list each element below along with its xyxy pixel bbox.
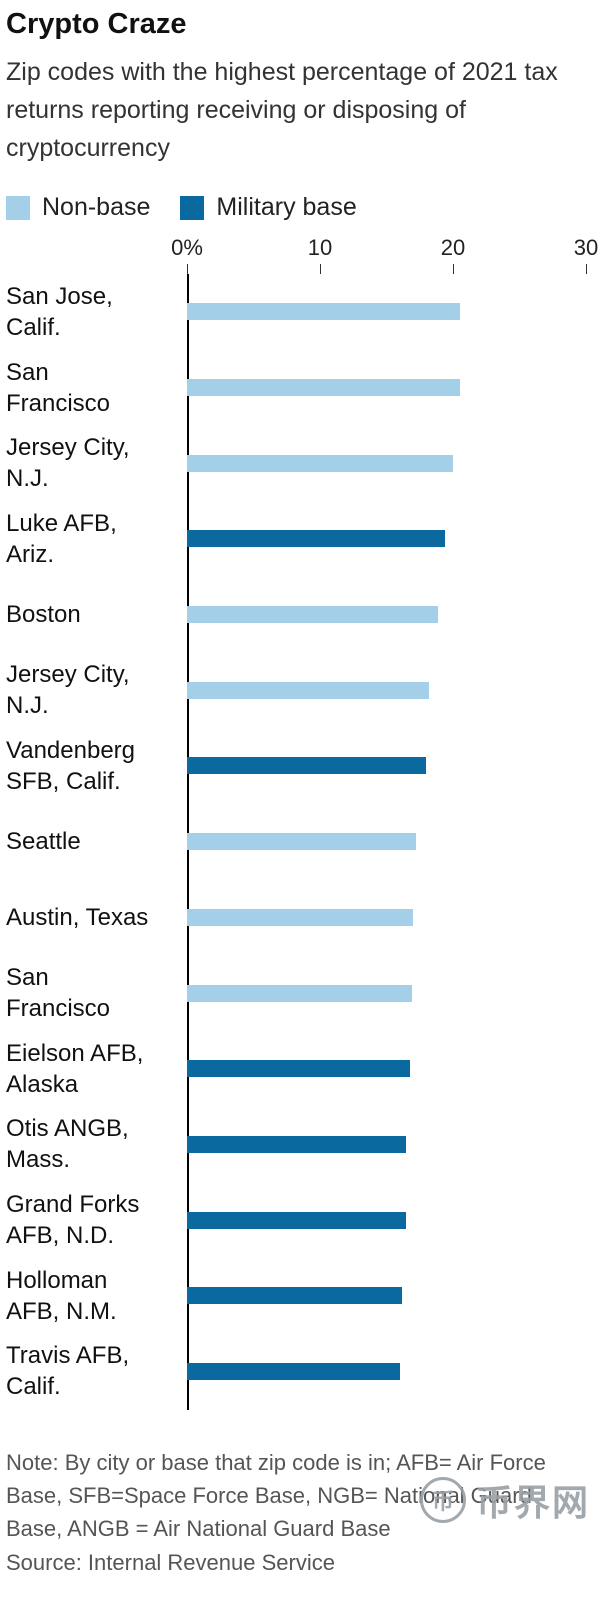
bar-label: Boston <box>6 601 81 629</box>
bar <box>187 984 412 1002</box>
bar-row: Luke AFB, Ariz. <box>0 501 600 577</box>
legend-item-military-base: Military base <box>180 193 357 222</box>
bar-row: Seattle <box>0 804 600 880</box>
chart-subtitle: Zip codes with the highest percentage of… <box>6 58 558 162</box>
bar <box>187 1060 411 1078</box>
legend: Non-base Military base <box>6 193 600 222</box>
bar-label: Seattle <box>6 828 81 856</box>
chart-title: Crypto Craze <box>6 8 187 40</box>
x-axis-tick <box>187 264 188 274</box>
bar-row: Jersey City, N.J. <box>0 652 600 728</box>
bar <box>187 1287 403 1305</box>
watermark: 币 币界网 <box>419 1474 590 1526</box>
bar-row: San Francisco <box>0 955 600 1031</box>
bar-label: Jersey City, N.J. <box>6 661 130 720</box>
bar-label: Eielson AFB, Alaska <box>6 1039 144 1098</box>
x-axis-tick <box>453 264 454 274</box>
legend-label: Non-base <box>42 193 151 221</box>
bar <box>187 1362 400 1380</box>
bar <box>187 681 430 699</box>
bar-label: Holloman AFB, N.M. <box>6 1266 117 1325</box>
bar <box>187 303 460 321</box>
bar <box>187 454 453 472</box>
bar <box>187 606 439 624</box>
bar-row: Travis AFB, Calif. <box>0 1334 600 1410</box>
x-axis-tick <box>320 264 321 274</box>
bar-row: Otis ANGB, Mass. <box>0 1107 600 1183</box>
bar-row: Grand Forks AFB, N.D. <box>0 1182 600 1258</box>
bar-label: Otis ANGB, Mass. <box>6 1115 129 1174</box>
bar-label: Grand Forks AFB, N.D. <box>6 1191 140 1250</box>
chart-header: Crypto Craze Zip codes with the highest … <box>0 0 600 167</box>
bar-label: San Jose, Calif. <box>6 282 113 341</box>
non-base-swatch-icon <box>6 195 30 220</box>
bar-label: San Francisco <box>6 358 111 417</box>
x-axis-tick-label: 0% <box>171 235 203 260</box>
bar <box>187 1135 407 1153</box>
bar <box>187 530 446 548</box>
bar-row: Holloman AFB, N.M. <box>0 1258 600 1334</box>
legend-item-non-base: Non-base <box>6 193 150 222</box>
x-axis-tick <box>586 264 587 274</box>
bar-label: Austin, Texas <box>6 903 149 931</box>
bar-row: San Francisco <box>0 350 600 426</box>
watermark-logo-icon: 币 <box>419 1477 466 1523</box>
plot-rows: San Jose, Calif. San Francisco Jersey City… <box>0 274 600 1410</box>
bar-label: San Francisco <box>6 964 111 1023</box>
bar-label: Vandenberg SFB, Calif. <box>6 736 135 795</box>
military-base-swatch-icon <box>180 195 205 220</box>
x-axis-tick-label: 20 <box>440 235 466 260</box>
bar-label: Travis AFB, Calif. <box>6 1342 130 1401</box>
watermark-text: 币界网 <box>475 1482 590 1523</box>
bar-row: San Jose, Calif. <box>0 274 600 350</box>
bar-label: Luke AFB, Ariz. <box>6 509 117 568</box>
bar-label: Jersey City, N.J. <box>6 434 130 493</box>
bar-row: Boston <box>0 577 600 653</box>
x-axis-tick-label: 10 <box>307 235 333 260</box>
legend-label: Military base <box>216 193 357 221</box>
source-line: Source: Internal Revenue Service <box>6 1550 335 1575</box>
bar <box>187 1211 407 1229</box>
bar <box>187 908 414 926</box>
bar <box>187 757 427 775</box>
bar-row: Vandenberg SFB, Calif. <box>0 728 600 804</box>
bar-row: Jersey City, N.J. <box>0 425 600 501</box>
bar <box>187 379 460 397</box>
x-axis-tick-label: 30 <box>573 235 599 260</box>
bar-row: Eielson AFB, Alaska <box>0 1031 600 1107</box>
x-axis: 0% 10 20 30 <box>0 232 600 274</box>
bar-row: Austin, Texas <box>0 880 600 956</box>
bar <box>187 833 416 851</box>
bar-chart: San Jose, Calif. San Francisco Jersey City… <box>0 274 600 1410</box>
